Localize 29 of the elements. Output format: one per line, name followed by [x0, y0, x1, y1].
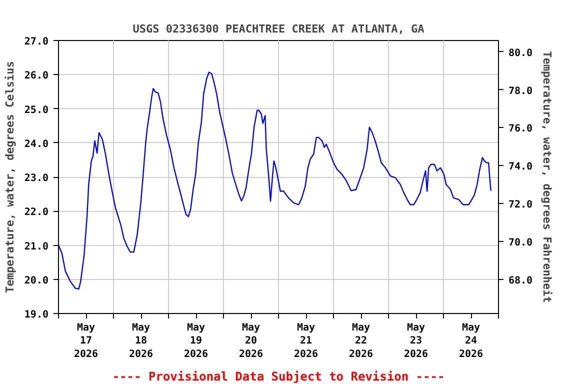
y2-tick-label: 76.0 [508, 124, 533, 135]
chart-title: USGS 02336300 PEACHTREE CREEK AT ATLANTA, GA [132, 22, 425, 36]
y2-axis-title: Temperature, water, degrees Fahrenheit [540, 51, 554, 303]
y-tick-label: 23.0 [24, 173, 49, 184]
y2-tick-label: 80.0 [508, 48, 533, 59]
y2-tick-label: 68.0 [508, 275, 533, 286]
y-tick-label: 21.0 [24, 241, 49, 252]
y-tick-label: 25.0 [24, 104, 49, 116]
y2-tick-label: 72.0 [508, 200, 533, 211]
y-tick-label: 27.0 [24, 36, 49, 48]
y-tick-label: 20.0 [24, 275, 49, 286]
x-tick-label: May 23 2026 [404, 322, 428, 360]
y-tick-label: 26.0 [24, 70, 49, 82]
y2-tick-label: 78.0 [508, 86, 533, 97]
text: ---- Provisional Data Subject to Revision ---- [112, 370, 445, 384]
x-tick-label: May 19 2026 [184, 322, 208, 360]
y2-tick-label: 74.0 [508, 162, 533, 173]
y-tick-label: 19.0 [24, 310, 49, 320]
x-tick-label: May 18 2026 [128, 322, 154, 360]
y-tick-label: 22.0 [24, 207, 49, 218]
y-axis-title: Temperature, water, degrees Celsius [3, 61, 16, 293]
x-tick-label: May 21 2026 [294, 322, 318, 360]
x-tick-label: May 17 2026 [74, 322, 98, 360]
y2-tick-label: 70.0 [508, 237, 533, 248]
y-tick-label: 24.0 [24, 138, 49, 150]
x-tick-label: May 20 2026 [238, 322, 264, 360]
x-tick-label: May 22 2026 [348, 322, 374, 360]
line-series [58, 72, 492, 290]
x-tick-label: May 24 2026 [458, 322, 484, 360]
